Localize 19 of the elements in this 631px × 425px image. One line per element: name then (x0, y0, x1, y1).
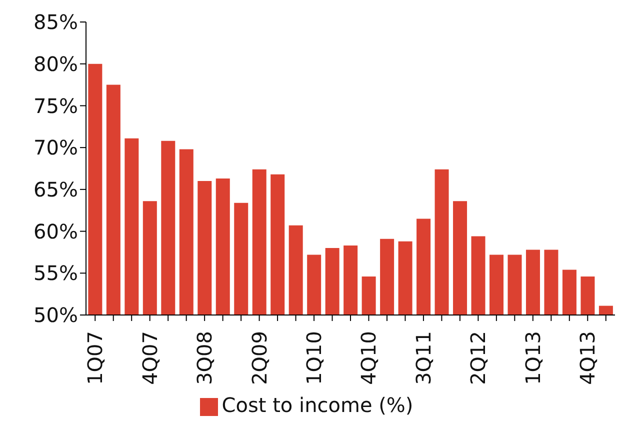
y-tick-label: 85% (34, 10, 78, 34)
x-tick-label: 4Q07 (138, 331, 162, 385)
x-tick-label: 2Q09 (247, 331, 272, 385)
x-tick-label: 2Q12 (466, 331, 490, 385)
x-tick-label: 4Q13 (576, 331, 600, 385)
y-tick-label: 65% (34, 178, 78, 202)
y-tick-label: 75% (34, 94, 78, 118)
legend-label: Cost to income (%) (222, 393, 414, 417)
x-tick-label: 3Q08 (192, 331, 217, 385)
y-tick-label: 50% (34, 303, 78, 328)
x-tick-label: 3Q11 (411, 331, 436, 385)
y-tick-label: 80% (34, 52, 78, 76)
x-tick-label: 1Q13 (520, 331, 545, 385)
y-tick-label: 60% (34, 219, 78, 244)
y-tick-label: 70% (34, 136, 78, 160)
y-tick-label: 55% (34, 261, 78, 286)
x-tick-label: 4Q10 (356, 331, 381, 385)
x-tick-label: 1Q07 (83, 331, 108, 385)
x-tick-label: 1Q10 (302, 331, 326, 385)
